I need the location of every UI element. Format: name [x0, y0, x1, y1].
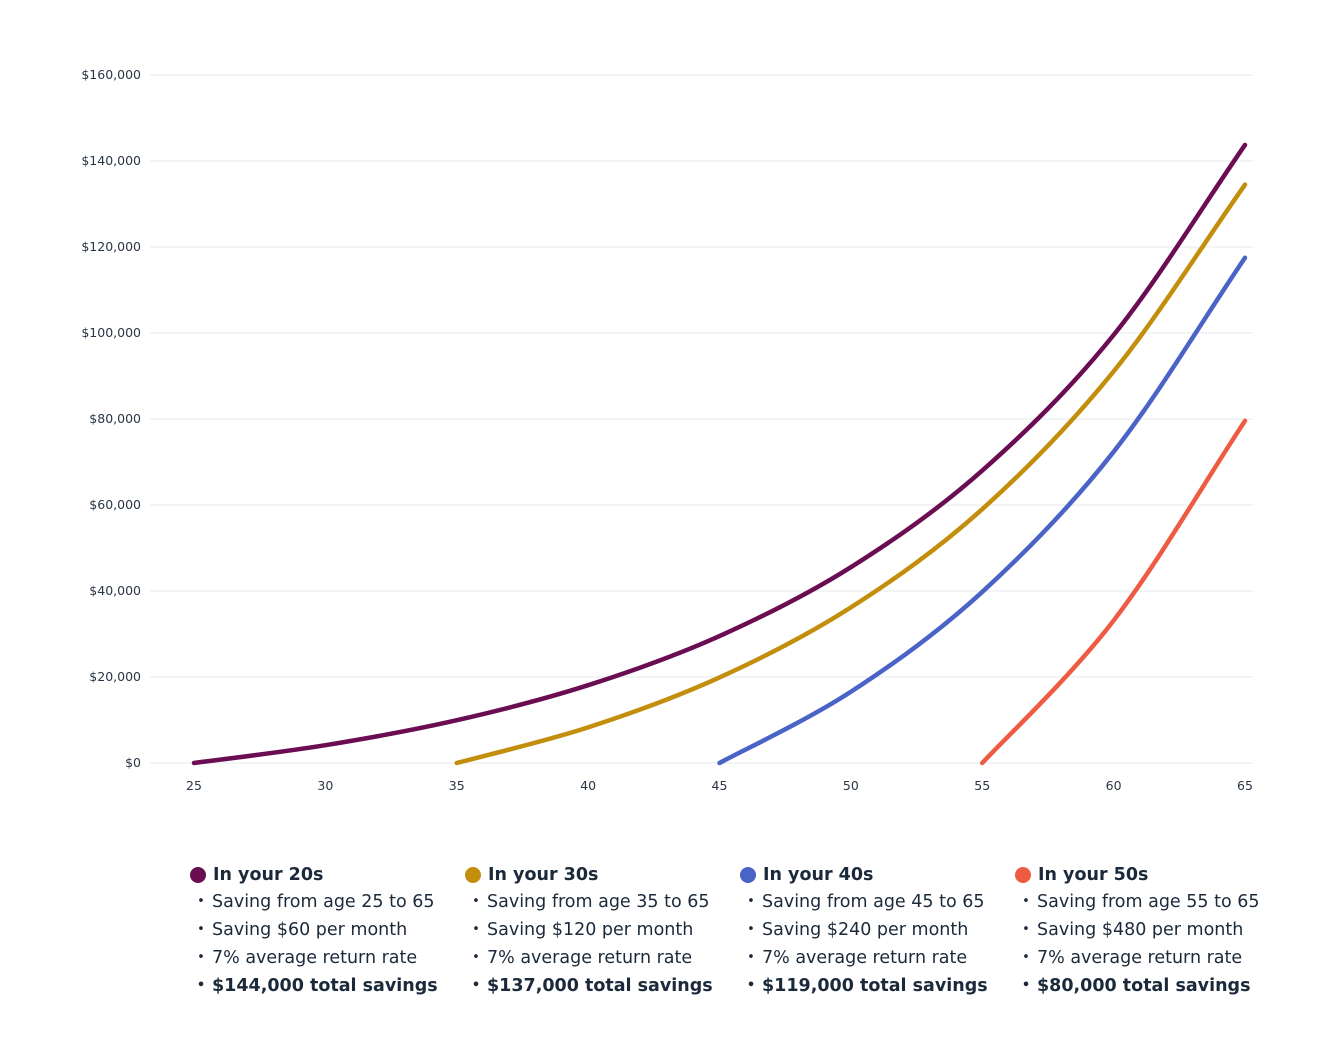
- bullet-icon: •: [472, 922, 480, 937]
- legend-item-text: 7% average return rate: [487, 948, 693, 968]
- legend-item: • Saving $60 per month: [190, 916, 460, 944]
- bullet-icon: •: [746, 978, 756, 993]
- bullet-icon: •: [471, 978, 481, 993]
- y-tick-label: $100,000: [81, 325, 141, 340]
- legend-total: • $137,000 total savings: [465, 972, 735, 1000]
- legend-item: • Saving from age 45 to 65: [740, 888, 1010, 916]
- bullet-icon: •: [472, 894, 480, 909]
- legend-item: • Saving $120 per month: [465, 916, 735, 944]
- legend-title-text: In your 40s: [763, 865, 874, 885]
- legend-item-text: 7% average return rate: [762, 948, 968, 968]
- legend-item: • Saving from age 25 to 65: [190, 888, 460, 916]
- legend-total-text: $137,000 total savings: [487, 976, 713, 996]
- legend-title: In your 30s: [465, 862, 735, 888]
- legend-total-text: $119,000 total savings: [762, 976, 988, 996]
- legend-title-text: In your 20s: [213, 865, 324, 885]
- y-tick-label: $120,000: [81, 239, 141, 254]
- series-line-4: [980, 418, 1248, 766]
- x-tick-label: 30: [317, 778, 333, 793]
- legend-item: • Saving $240 per month: [740, 916, 1010, 944]
- x-tick-label: 45: [712, 778, 728, 793]
- legend-item: • Saving from age 35 to 65: [465, 888, 735, 916]
- series-line-3: [717, 255, 1248, 766]
- x-tick-label: 55: [974, 778, 990, 793]
- y-tick-label: $20,000: [89, 669, 141, 684]
- legend-group: In your 30s • Saving from age 35 to 65 • Sav…: [465, 862, 735, 1000]
- legend-item: • 7% average return rate: [740, 944, 1010, 972]
- legend-total: • $80,000 total savings: [1015, 972, 1285, 1000]
- legend-dot-icon: [740, 867, 756, 883]
- x-tick-label: 50: [843, 778, 859, 793]
- y-tick-label: $0: [125, 755, 141, 770]
- bullet-icon: •: [1021, 978, 1031, 993]
- x-tick-label: 35: [449, 778, 465, 793]
- series-line-1: [191, 142, 1248, 766]
- legend-total-text: $144,000 total savings: [212, 976, 438, 996]
- legend-item: • Saving from age 55 to 65: [1015, 888, 1285, 916]
- legend-group: In your 20s • Saving from age 25 to 65 • Sav…: [190, 862, 460, 1000]
- legend-title: In your 50s: [1015, 862, 1285, 888]
- bullet-icon: •: [197, 922, 205, 937]
- legend-title: In your 20s: [190, 862, 460, 888]
- legend-item-text: 7% average return rate: [1037, 948, 1243, 968]
- y-tick-label: $140,000: [81, 153, 141, 168]
- y-tick-label: $80,000: [89, 411, 141, 426]
- y-tick-label: $40,000: [89, 583, 141, 598]
- bullet-icon: •: [747, 922, 755, 937]
- savings-chart: $0 $20,000 $40,000 $60,000 $80,000 $100,000 $1…: [81, 67, 1253, 793]
- x-tick-label: 25: [186, 778, 202, 793]
- legend-item-text: Saving from age 25 to 65: [212, 892, 435, 912]
- legend-item-text: Saving $120 per month: [487, 920, 694, 940]
- legend-item-text: Saving $60 per month: [212, 920, 408, 940]
- x-tick-label: 65: [1237, 778, 1253, 793]
- legend-title-text: In your 50s: [1038, 865, 1149, 885]
- bullet-icon: •: [1022, 950, 1030, 965]
- bullet-icon: •: [197, 950, 205, 965]
- legend-item-text: Saving from age 35 to 65: [487, 892, 710, 912]
- bullet-icon: •: [1022, 922, 1030, 937]
- bullet-icon: •: [747, 894, 755, 909]
- bullet-icon: •: [747, 950, 755, 965]
- legend-item-text: Saving from age 55 to 65: [1037, 892, 1260, 912]
- legend-item: • 7% average return rate: [190, 944, 460, 972]
- legend-item-text: Saving $480 per month: [1037, 920, 1244, 940]
- legend-item: • 7% average return rate: [465, 944, 735, 972]
- legend-item-text: 7% average return rate: [212, 948, 418, 968]
- legend-title-text: In your 30s: [488, 865, 599, 885]
- x-tick-label: 40: [580, 778, 596, 793]
- legend-dot-icon: [1015, 867, 1031, 883]
- legend-item-text: Saving $240 per month: [762, 920, 969, 940]
- legend-group: In your 40s • Saving from age 45 to 65 • Sav…: [740, 862, 1010, 1000]
- bullet-icon: •: [197, 894, 205, 909]
- legend-group: In your 50s • Saving from age 55 to 65 • Sav…: [1015, 862, 1285, 1000]
- y-tick-label: $60,000: [89, 497, 141, 512]
- bullet-icon: •: [1022, 894, 1030, 909]
- series-line-2: [454, 182, 1248, 766]
- x-tick-label: 60: [1106, 778, 1122, 793]
- legend-total: • $119,000 total savings: [740, 972, 1010, 1000]
- legend-title: In your 40s: [740, 862, 1010, 888]
- legend-item: • 7% average return rate: [1015, 944, 1285, 972]
- legend-dot-icon: [465, 867, 481, 883]
- legend-total-text: $80,000 total savings: [1037, 976, 1251, 996]
- bullet-icon: •: [472, 950, 480, 965]
- bullet-icon: •: [196, 978, 206, 993]
- legend-total: • $144,000 total savings: [190, 972, 460, 1000]
- legend-item-text: Saving from age 45 to 65: [762, 892, 985, 912]
- legend-dot-icon: [190, 867, 206, 883]
- legend-item: • Saving $480 per month: [1015, 916, 1285, 944]
- y-tick-label: $160,000: [81, 67, 141, 82]
